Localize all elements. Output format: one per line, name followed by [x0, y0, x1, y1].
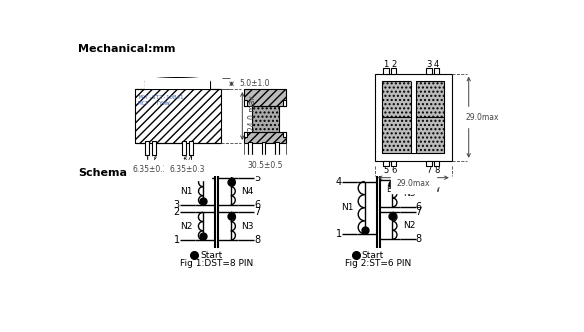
Text: 8: 8	[416, 234, 422, 244]
Text: Fig 1:DST=8 PIN: Fig 1:DST=8 PIN	[180, 259, 253, 268]
Text: 6: 6	[391, 166, 397, 175]
Text: 3: 3	[174, 200, 180, 209]
Bar	[244, 132, 247, 137]
Text: 4: 4	[335, 177, 342, 187]
Text: MCT-ST2-10B41
MCT  YYWW: MCT-ST2-10B41 MCT YYWW	[138, 95, 184, 106]
Text: 2: 2	[174, 207, 180, 217]
Bar	[182, 141, 186, 155]
Bar	[244, 100, 247, 106]
Bar	[391, 68, 397, 74]
Text: Fig 2:ST=6 PIN: Fig 2:ST=6 PIN	[346, 259, 412, 268]
Text: 1: 1	[335, 229, 342, 239]
Text: 5: 5	[416, 175, 422, 185]
Bar	[244, 89, 286, 106]
Bar	[434, 68, 439, 74]
Bar	[383, 68, 388, 74]
Text: 3: 3	[181, 155, 186, 164]
Text: 1: 1	[383, 60, 388, 69]
Text: N3: N3	[403, 189, 416, 198]
Bar	[383, 161, 388, 166]
Bar	[145, 78, 210, 89]
Bar	[262, 142, 265, 155]
Text: 4: 4	[434, 60, 439, 69]
Text: 7: 7	[416, 207, 422, 217]
Text: 29.0max: 29.0max	[397, 179, 430, 188]
Bar	[134, 89, 221, 143]
Bar	[383, 81, 444, 153]
Text: 3: 3	[426, 60, 432, 69]
Bar	[283, 100, 286, 106]
Text: 6: 6	[254, 200, 260, 209]
Text: Start: Start	[361, 251, 384, 260]
Text: 24.0 max: 24.0 max	[248, 95, 258, 131]
Text: 4: 4	[188, 155, 193, 164]
Text: 7: 7	[426, 166, 432, 175]
Bar	[411, 81, 416, 153]
Text: N4: N4	[242, 187, 254, 196]
Text: 6.35±0.3: 6.35±0.3	[133, 165, 168, 175]
Text: Start: Start	[200, 251, 223, 260]
Text: 2: 2	[151, 155, 157, 164]
Text: 6.35±0.3: 6.35±0.3	[169, 165, 205, 175]
Text: 5: 5	[383, 166, 388, 175]
Bar	[244, 132, 286, 143]
Text: N1: N1	[180, 187, 192, 196]
Text: 1: 1	[144, 155, 150, 164]
Text: 4: 4	[174, 173, 180, 183]
Text: 1: 1	[174, 235, 180, 245]
Bar	[426, 68, 432, 74]
Text: Schematics: Schematics	[78, 168, 150, 178]
Text: Mechanical:mm: Mechanical:mm	[78, 44, 176, 54]
Text: 5.0±1.0: 5.0±1.0	[239, 79, 270, 88]
Text: 30.5±0.5: 30.5±0.5	[247, 161, 283, 170]
Bar	[248, 142, 252, 155]
Text: 5: 5	[254, 173, 260, 183]
Bar	[152, 141, 156, 155]
Bar	[426, 161, 432, 166]
Text: 6: 6	[416, 202, 422, 212]
Bar	[391, 161, 397, 166]
Bar	[375, 74, 452, 161]
Bar	[252, 106, 279, 132]
Text: 8: 8	[434, 166, 439, 175]
Bar	[434, 161, 439, 166]
Text: N1: N1	[342, 203, 354, 212]
Text: N2: N2	[180, 222, 192, 231]
Bar	[276, 142, 279, 155]
Text: Bottom view: Bottom view	[387, 186, 440, 195]
Bar	[145, 141, 149, 155]
Text: N3: N3	[241, 222, 254, 231]
Text: 2: 2	[391, 60, 397, 69]
Text: 8: 8	[254, 235, 260, 245]
Bar	[283, 132, 286, 137]
Text: 7: 7	[254, 207, 260, 217]
Text: N2: N2	[403, 221, 416, 230]
Text: 29.0max: 29.0max	[466, 113, 499, 122]
Bar	[189, 141, 193, 155]
